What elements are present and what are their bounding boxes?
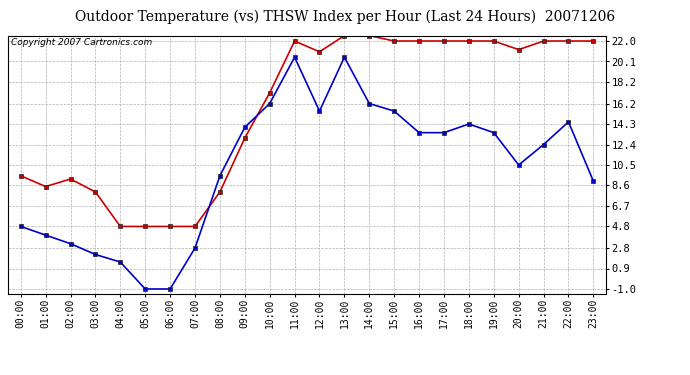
Text: Copyright 2007 Cartronics.com: Copyright 2007 Cartronics.com [11,38,152,47]
Text: Outdoor Temperature (vs) THSW Index per Hour (Last 24 Hours)  20071206: Outdoor Temperature (vs) THSW Index per … [75,9,615,24]
